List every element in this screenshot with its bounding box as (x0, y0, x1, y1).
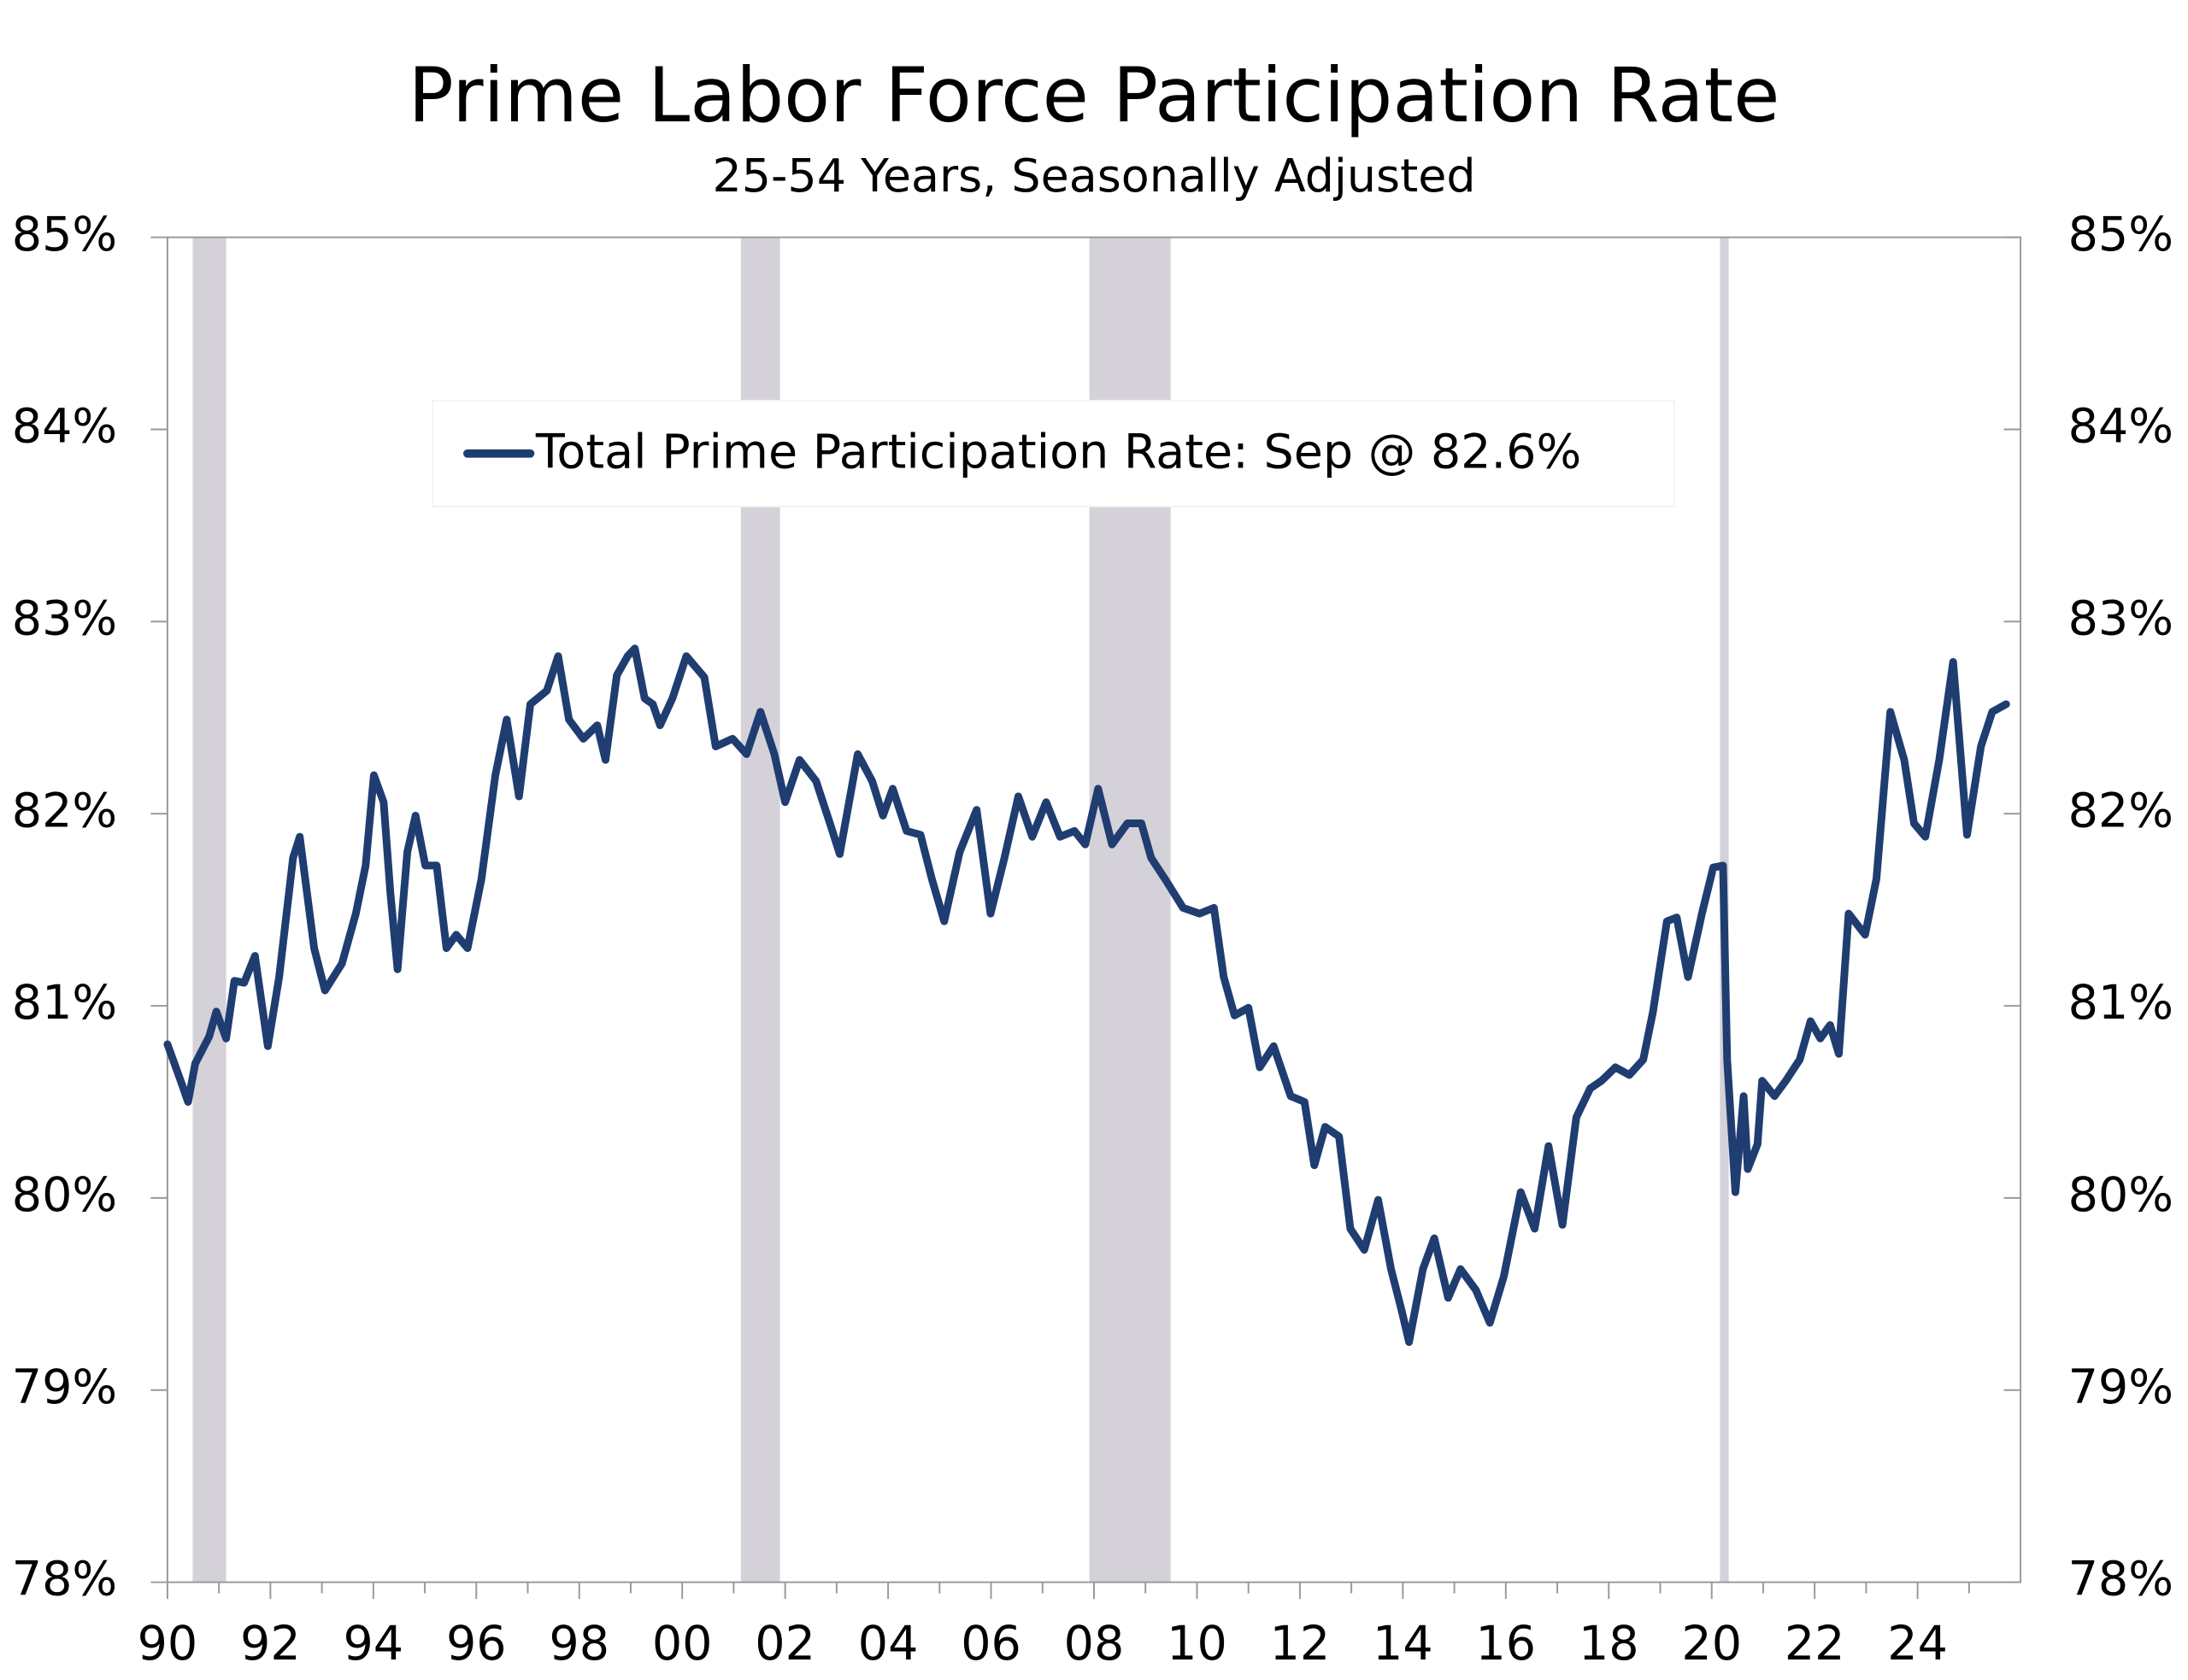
x-tick-label: 00 (652, 1616, 713, 1671)
x-tick-label: 10 (1167, 1616, 1227, 1671)
x-tick-label: 04 (858, 1616, 919, 1671)
y-tick-label: 81% (12, 975, 117, 1031)
x-tick-label: 22 (1785, 1616, 1845, 1671)
legend-box (432, 399, 1675, 508)
y-tick-label: 78% (12, 1552, 117, 1607)
x-tick-label: 96 (446, 1616, 507, 1671)
x-tick-label: 24 (1887, 1616, 1948, 1671)
y2-tick-label: 83% (2068, 591, 2173, 647)
y2-tick-label: 85% (2068, 207, 2173, 262)
y2-tick-label: 84% (2068, 399, 2173, 455)
y-tick-label: 83% (12, 591, 117, 647)
y2-tick-label: 79% (2068, 1360, 2173, 1415)
y-tick-label: 84% (12, 399, 117, 455)
x-tick-label: 90 (138, 1616, 198, 1671)
y-tick-label: 79% (12, 1360, 117, 1415)
y-tick-label: 85% (12, 207, 117, 262)
x-tick-label: 02 (755, 1616, 815, 1671)
x-tick-label: 16 (1476, 1616, 1537, 1671)
chart-title: Prime Labor Force Participation Rate (409, 51, 1780, 139)
y2-tick-label: 78% (2068, 1552, 2173, 1607)
x-tick-label: 06 (961, 1616, 1021, 1671)
x-tick-label: 12 (1270, 1616, 1331, 1671)
x-tick-label: 94 (344, 1616, 404, 1671)
x-tick-label: 20 (1681, 1616, 1742, 1671)
y2-tick-label: 81% (2068, 975, 2173, 1031)
y-tick-label: 80% (12, 1167, 117, 1223)
y2-tick-label: 80% (2068, 1167, 2173, 1223)
legend-label: Total Prime Participation Rate: Sep @ 82… (535, 425, 1581, 480)
recession-band (192, 237, 226, 1583)
x-tick-label: 08 (1064, 1616, 1125, 1671)
x-tick-label: 98 (549, 1616, 609, 1671)
x-tick-label: 92 (240, 1616, 301, 1671)
x-tick-label: 14 (1373, 1616, 1433, 1671)
series-line (163, 644, 2010, 1347)
y2-tick-label: 82% (2068, 783, 2173, 838)
chart-subtitle: 25-54 Years, Seasonally Adjusted (712, 149, 1475, 203)
x-tick-label: 18 (1579, 1616, 1639, 1671)
y-tick-label: 82% (12, 783, 117, 838)
